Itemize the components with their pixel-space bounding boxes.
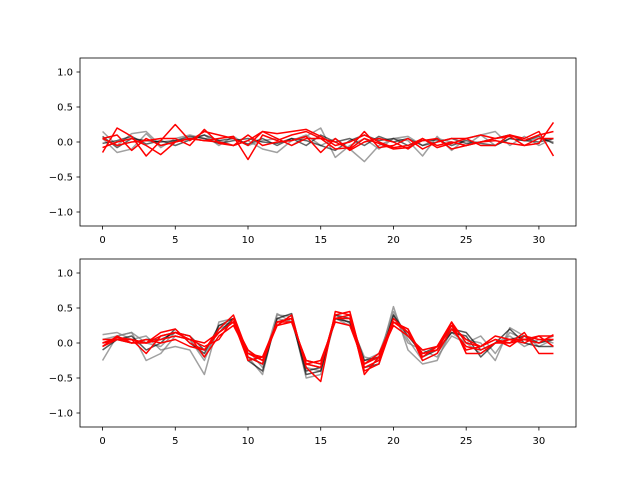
series-group: [101, 121, 555, 163]
series-line-7: [102, 128, 554, 156]
y-tick-label: 0.0: [57, 339, 73, 350]
x-tick-label: 0: [99, 235, 105, 246]
x-tick-label: 10: [242, 436, 255, 447]
x-tick-label: 25: [460, 235, 473, 246]
series-line-10: [102, 314, 554, 365]
y-tick-label: 1.0: [57, 68, 73, 79]
x-tick-label: 30: [533, 436, 546, 447]
y-tick-label: 1.0: [57, 269, 73, 280]
series-group: [101, 305, 554, 383]
x-tick-label: 5: [172, 235, 178, 246]
y-tick-label: 0.5: [57, 304, 73, 315]
y-tick-label: 0.0: [57, 138, 73, 149]
y-tick-label: −1.0: [49, 208, 73, 219]
x-tick-label: 30: [533, 235, 546, 246]
bottom-subplot: 0 5 10 15 20 25 30 −1.0 −0.5 0.0 0.5 1.0: [49, 258, 577, 447]
x-tick-label: 20: [387, 436, 400, 447]
series-line-6: [102, 310, 554, 383]
y-tick-label: −0.5: [49, 374, 73, 385]
y-tick-label: −1.0: [49, 409, 73, 420]
series-line-8: [102, 128, 554, 154]
x-tick-label: 25: [460, 436, 473, 447]
x-tick-label: 15: [314, 436, 327, 447]
top-subplot: 0 5 10 15 20 25 30 −1.0 −0.5 0.0 0.5 1.0: [49, 57, 577, 246]
x-tick-label: 0: [99, 436, 105, 447]
y-tick-label: 0.5: [57, 103, 73, 114]
y-tick-label: −0.5: [49, 173, 73, 184]
x-tick-label: 10: [242, 235, 255, 246]
x-tick-label: 20: [387, 235, 400, 246]
x-tick-label: 5: [172, 436, 178, 447]
x-tick-label: 15: [314, 235, 327, 246]
